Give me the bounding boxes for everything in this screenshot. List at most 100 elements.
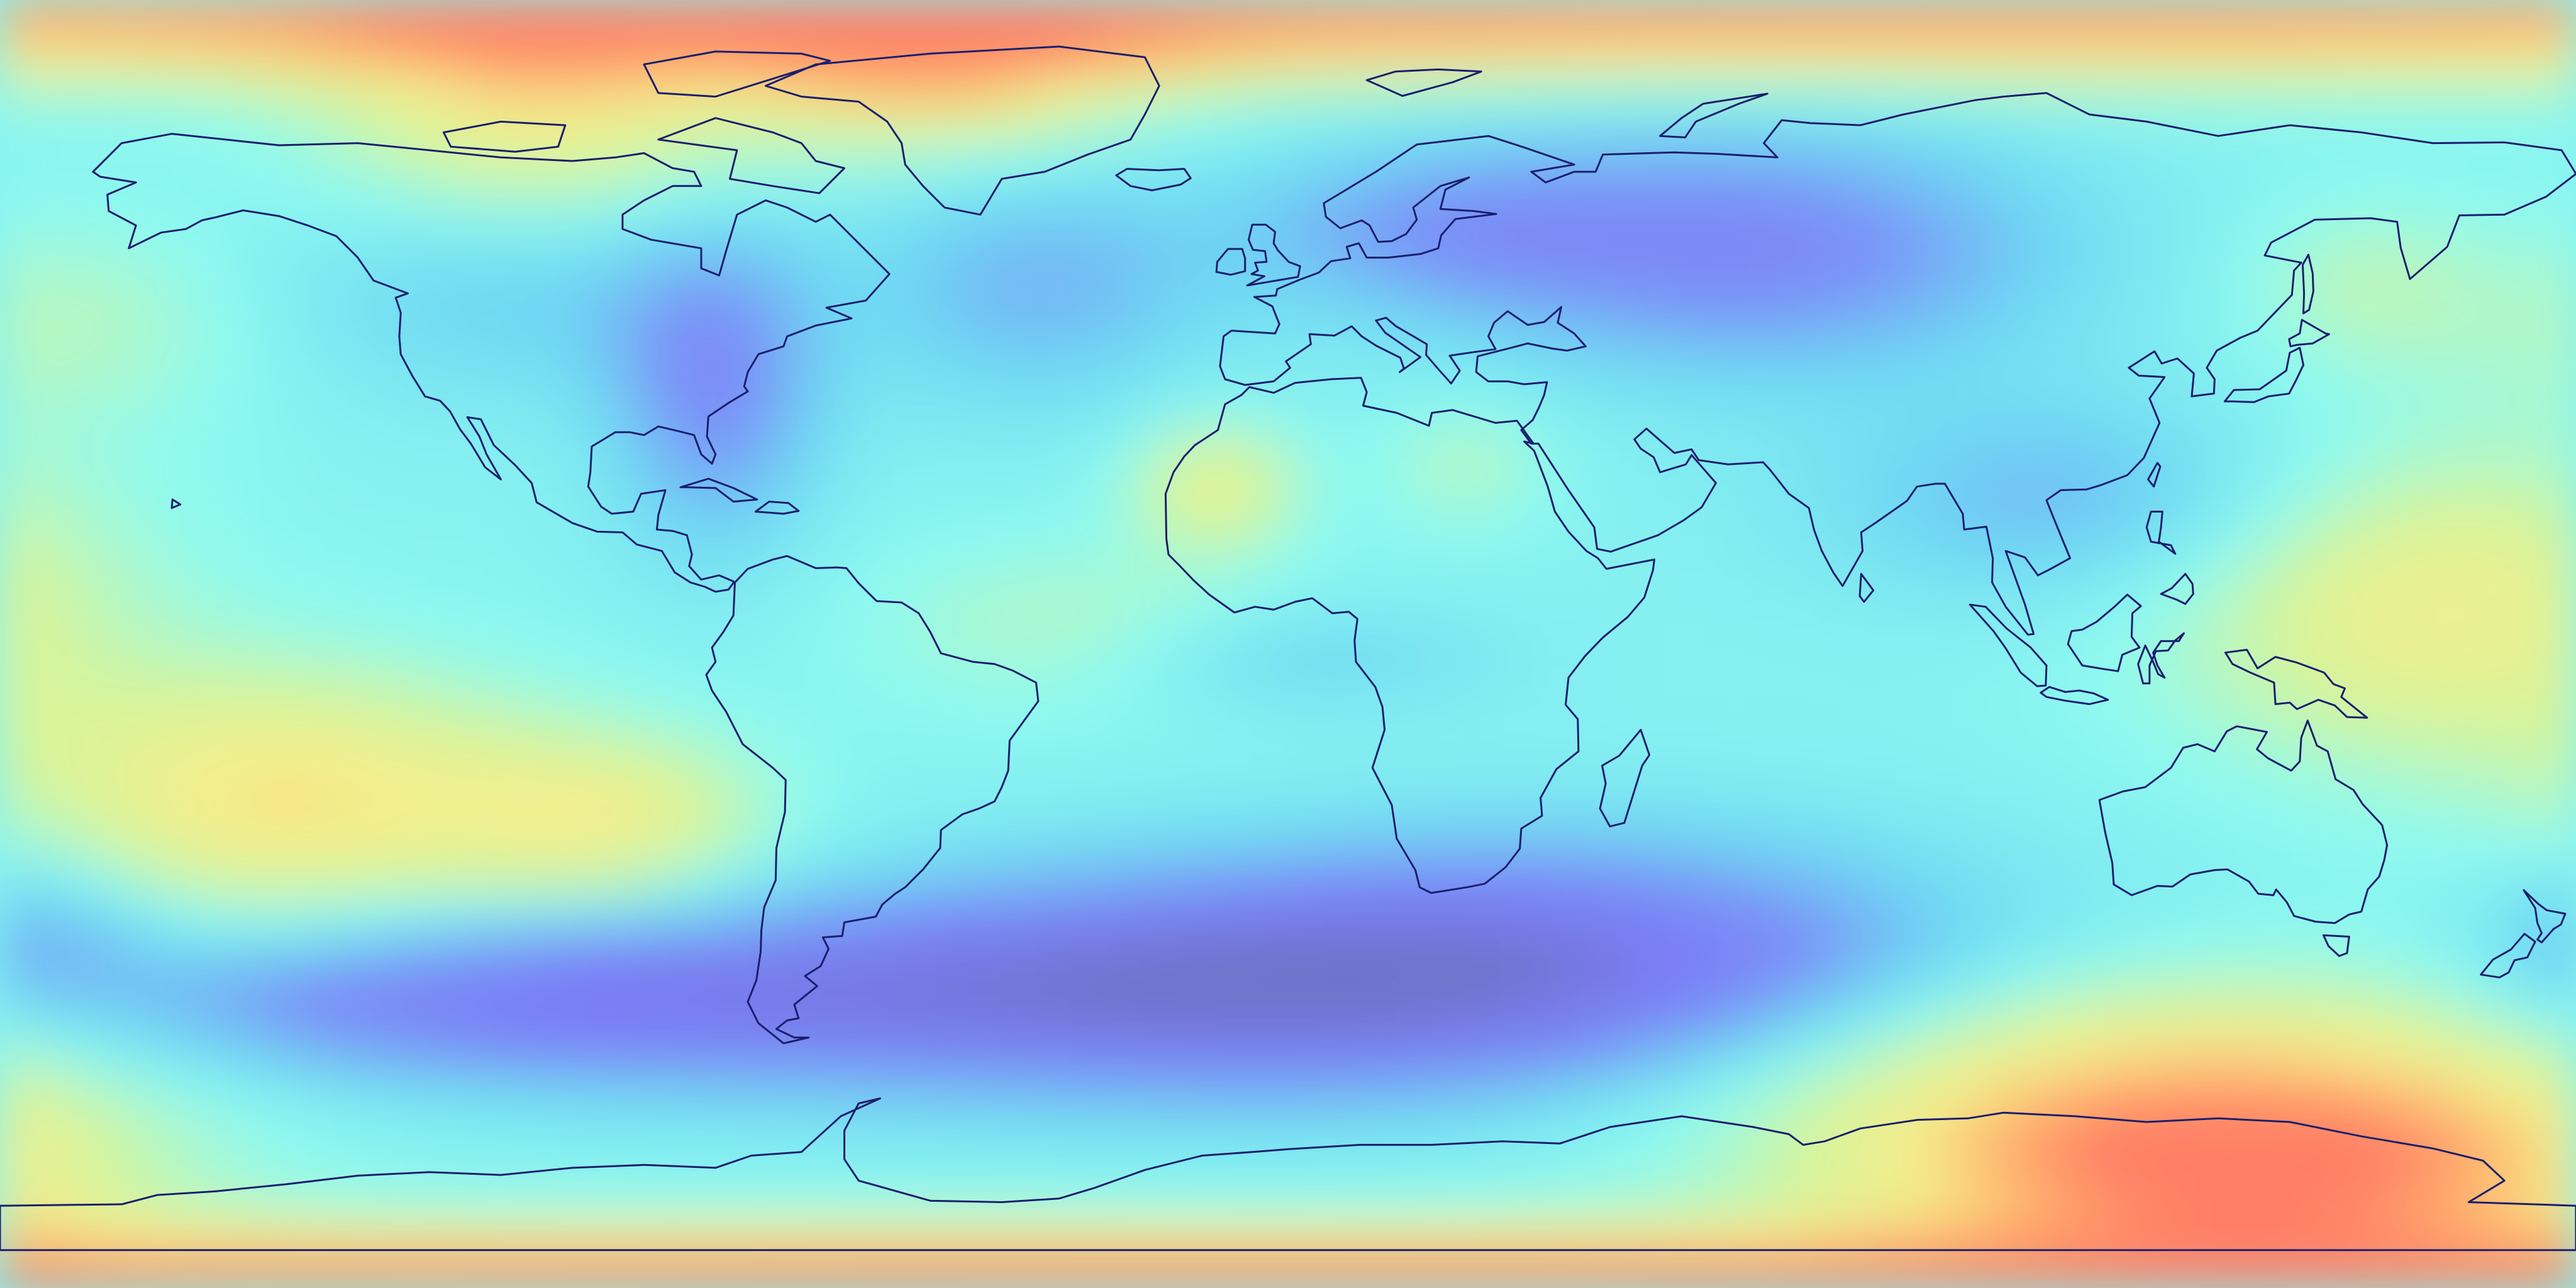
heatmap-cell <box>965 142 1002 180</box>
heatmap-cell <box>2182 464 2219 502</box>
heatmap-cell <box>1072 750 1110 788</box>
heatmap-cell <box>1609 357 1646 394</box>
heatmap-cell <box>1036 250 1074 287</box>
heatmap-cell <box>1036 178 1074 216</box>
heatmap-cell <box>1144 357 1182 394</box>
heatmap-cell <box>35 0 72 36</box>
heatmap-cell <box>894 464 931 502</box>
heatmap-cell <box>1680 750 1718 788</box>
heatmap-cell <box>214 536 252 574</box>
heatmap-cell <box>1144 35 1182 72</box>
heatmap-cell <box>1323 0 1360 36</box>
heatmap-cell <box>2218 428 2255 466</box>
heatmap-cell <box>2182 214 2219 252</box>
heatmap-cell <box>1072 500 1110 538</box>
heatmap-cell <box>1931 214 1968 252</box>
heatmap-cell <box>1394 930 1432 967</box>
heatmap-cell <box>1574 1216 1611 1253</box>
heatmap-cell <box>608 858 645 896</box>
heatmap-cell <box>2253 1036 2290 1074</box>
heatmap-cell <box>714 70 752 108</box>
heatmap-cell <box>428 321 466 358</box>
heatmap-cell <box>1645 321 1682 358</box>
heatmap-cell <box>1716 536 1754 574</box>
heatmap-cell <box>1574 106 1611 144</box>
heatmap-cell <box>1896 930 1933 967</box>
heatmap-cell <box>1108 464 1146 502</box>
heatmap-cell <box>70 786 108 824</box>
heatmap-cell <box>2504 286 2541 323</box>
heatmap-cell <box>392 428 430 466</box>
heatmap-cell <box>894 250 931 287</box>
heatmap-cell <box>1180 965 1218 1002</box>
heatmap-cell <box>2218 1180 2255 1218</box>
heatmap-cell <box>1323 965 1360 1002</box>
heatmap-cell <box>1144 1001 1182 1038</box>
heatmap-cell <box>357 500 394 538</box>
coastline-antarctica <box>0 1097 2576 1252</box>
heatmap-cell <box>2218 643 2255 680</box>
heatmap-cell <box>1538 894 1575 931</box>
heatmap-cell <box>1538 106 1575 144</box>
heatmap-cell <box>679 714 716 752</box>
heatmap-cell <box>750 286 788 323</box>
heatmap-cell <box>572 572 609 609</box>
heatmap-cell <box>2432 930 2470 967</box>
heatmap-cell <box>2218 70 2255 108</box>
heatmap-cell <box>1108 894 1146 931</box>
heatmap-cell <box>1967 822 2004 860</box>
heatmap-cell <box>1466 357 1504 394</box>
heatmap-cell <box>2432 1252 2470 1288</box>
heatmap-cell <box>1466 608 1504 645</box>
heatmap-cell <box>714 1108 752 1146</box>
heatmap-cell <box>70 142 108 180</box>
heatmap-cell <box>392 464 430 502</box>
heatmap-cell <box>1680 930 1718 967</box>
heatmap-cell <box>2540 572 2576 609</box>
heatmap-cell <box>1716 106 1754 144</box>
heatmap-cell <box>2289 142 2326 180</box>
heatmap-cell <box>2110 1108 2148 1146</box>
heatmap-cell <box>321 1144 358 1182</box>
heatmap-cell <box>1645 965 1682 1002</box>
heatmap-cell <box>2074 1144 2112 1182</box>
heatmap-cell <box>1860 1216 1897 1253</box>
heatmap-cell <box>2360 965 2398 1002</box>
heatmap-cell <box>2504 178 2541 216</box>
heatmap-cell <box>1252 608 1289 645</box>
heatmap-cell <box>2182 750 2219 788</box>
heatmap-cell <box>2038 750 2076 788</box>
heatmap-cell <box>2289 679 2326 716</box>
heatmap-cell <box>1287 214 1324 252</box>
heatmap-cell <box>1752 35 1790 72</box>
heatmap-cell <box>679 822 716 860</box>
heatmap-cell <box>2146 142 2184 180</box>
heatmap-cell <box>250 1036 287 1074</box>
heatmap-cell <box>1036 1144 1074 1182</box>
heatmap-cell <box>2432 1036 2470 1074</box>
heatmap-cell <box>70 1001 108 1038</box>
heatmap-cell <box>1001 1252 1038 1288</box>
heatmap-cell <box>965 750 1002 788</box>
heatmap-cell <box>1967 106 2004 144</box>
heatmap-cell <box>357 643 394 680</box>
heatmap-cell <box>70 894 108 931</box>
heatmap-cell <box>1252 894 1289 931</box>
heatmap-cell <box>1358 1252 1396 1288</box>
heatmap-cell <box>2146 822 2184 860</box>
heatmap-cell <box>1287 500 1324 538</box>
heatmap-cell <box>178 1001 216 1038</box>
heatmap-cell <box>536 750 574 788</box>
heatmap-cell <box>1502 500 1540 538</box>
heatmap-cell <box>1252 35 1289 72</box>
heatmap-cell <box>608 178 645 216</box>
heatmap-cell <box>1466 250 1504 287</box>
heatmap-cell <box>1752 142 1790 180</box>
heatmap-cell <box>1394 786 1432 824</box>
heatmap-cell <box>2432 70 2470 108</box>
heatmap-cell <box>1252 1001 1289 1038</box>
heatmap-cell <box>2074 1216 2112 1253</box>
heatmap-cell <box>965 214 1002 252</box>
heatmap-cell <box>1931 0 1968 36</box>
heatmap-cell <box>178 357 216 394</box>
